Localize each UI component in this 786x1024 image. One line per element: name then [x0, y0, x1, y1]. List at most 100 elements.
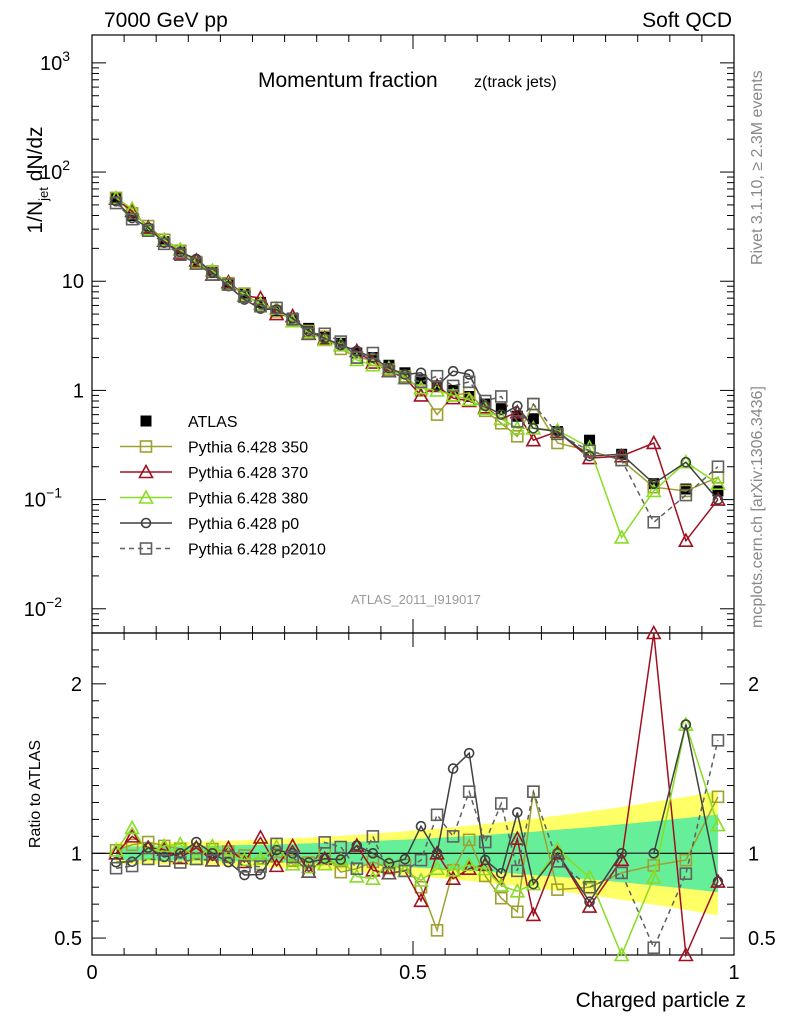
data-point	[712, 494, 724, 505]
ratio-tick-label-right: 1	[748, 843, 759, 865]
main-y-ticks: 10−2 10−1 1 10 102 103	[24, 48, 734, 634]
ratio-point	[581, 869, 598, 884]
ratio-point	[191, 836, 202, 848]
ratio-point	[616, 848, 627, 859]
main-tick-label: 10−2	[24, 594, 62, 621]
ratio-point	[284, 856, 301, 871]
data-point	[318, 327, 332, 341]
data-point	[527, 413, 539, 425]
ratio-point	[365, 862, 381, 877]
legend-marker	[140, 517, 152, 529]
ratio-point	[429, 845, 445, 860]
legend-item: Pythia 6.428 380	[120, 489, 308, 508]
x-tick-label: 0.5	[399, 962, 427, 984]
ratio-point	[430, 924, 444, 937]
header-right: Soft QCD	[642, 9, 732, 32]
ratio-point	[615, 866, 628, 880]
data-point	[125, 212, 139, 226]
data-point	[678, 532, 694, 548]
data-point	[463, 390, 475, 402]
data-point	[478, 394, 492, 408]
ratio-point	[445, 862, 461, 877]
data-point	[647, 515, 661, 529]
data-point	[648, 478, 660, 489]
legend-label: Pythia 6.428 350	[188, 440, 308, 457]
ratio-point	[429, 860, 445, 876]
legend-item: Pythia 6.428 p0	[120, 516, 299, 533]
ratio-point	[462, 785, 476, 798]
data-point	[511, 429, 524, 443]
ratio-point	[493, 877, 510, 893]
data-point	[335, 339, 347, 351]
ratio-point	[174, 848, 186, 859]
legend-marker	[139, 542, 153, 555]
data-point	[174, 246, 186, 258]
legend-label: Pythia 6.428 p2010	[188, 542, 326, 559]
main-tick-label: 10	[62, 271, 84, 293]
main-y-label: 1/Njet dN/dz	[24, 126, 51, 233]
data-point	[207, 267, 218, 278]
data-point	[462, 375, 476, 389]
ratio-point	[549, 841, 566, 856]
legend-item: Pythia 6.428 p2010	[120, 542, 326, 559]
data-point	[509, 404, 526, 419]
data-point	[710, 491, 726, 506]
ratio-point	[648, 848, 660, 859]
ratio-point	[206, 854, 219, 867]
series-line	[115, 202, 719, 524]
ratio-point	[613, 946, 630, 962]
ratio-point	[222, 850, 235, 864]
ratio-point	[461, 856, 478, 872]
ratio-point	[141, 852, 155, 866]
ratio-point	[479, 854, 491, 866]
ratio-point	[239, 869, 250, 881]
ratio-point	[125, 838, 139, 852]
main-series-group	[108, 189, 726, 548]
ratio-tick-label: 1	[71, 843, 82, 865]
series-5	[109, 196, 725, 529]
data-point	[271, 304, 283, 316]
ratio-point	[413, 872, 429, 887]
ratio-point	[679, 853, 693, 867]
ratio-point	[679, 867, 693, 880]
ratio-point	[286, 850, 299, 864]
ratio-point	[350, 862, 364, 876]
data-point	[303, 325, 314, 337]
ratio-point	[461, 860, 478, 876]
ratio-point	[527, 785, 540, 798]
ratio-point	[252, 829, 269, 844]
ratio-point	[303, 857, 314, 868]
chart-title: Momentum fraction z(track jets)	[258, 69, 557, 92]
data-point	[222, 278, 235, 291]
data-point	[527, 397, 540, 411]
ratio-series-group	[108, 624, 726, 962]
ratio-point	[645, 624, 662, 640]
data-point	[302, 327, 315, 341]
legend-item: Pythia 6.428 370	[120, 463, 308, 482]
ratio-tick-label-right: 0.5	[748, 928, 776, 950]
data-point	[445, 387, 461, 402]
ratio-point	[334, 865, 348, 879]
data-point	[429, 377, 445, 393]
data-point	[365, 354, 381, 369]
ratio-point	[335, 854, 347, 865]
data-point	[126, 210, 138, 222]
data-point	[255, 296, 267, 308]
data-point	[581, 439, 598, 454]
ratio-y-ticks: 0.5 0.5 1 1 2 2	[54, 649, 776, 956]
data-point	[382, 364, 396, 378]
data-point	[415, 374, 427, 386]
ratio-point	[551, 883, 564, 896]
ratio-point	[463, 747, 475, 759]
ratio-point	[447, 763, 459, 774]
ratio-point	[318, 836, 332, 849]
ratio-point	[678, 716, 694, 731]
legend-label: ATLAS	[188, 414, 238, 431]
x-tick-label: 1	[728, 962, 739, 984]
ratio-point	[584, 896, 595, 908]
data-point	[551, 427, 564, 441]
ratio-tick-label: 2	[71, 674, 82, 696]
main-tick-label: 1	[73, 380, 84, 402]
ratio-point	[366, 830, 380, 843]
ratio-point	[511, 905, 524, 919]
